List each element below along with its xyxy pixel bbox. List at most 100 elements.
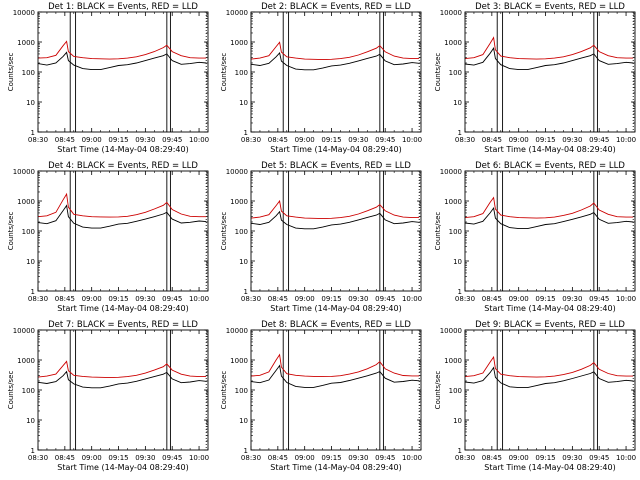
- y-axis-label: Counts/sec: [220, 371, 228, 410]
- series-lld-line: [464, 36, 634, 60]
- x-tick-label: 09:45: [589, 454, 609, 462]
- y-tick-label: 1: [244, 447, 248, 455]
- x-tick-label: 10:00: [402, 454, 422, 462]
- x-tick-label: 09:45: [162, 295, 182, 303]
- x-tick-label: 09:45: [375, 136, 395, 144]
- x-tick-label: 09:00: [295, 136, 315, 144]
- x-tick-label: 09:45: [375, 295, 395, 303]
- chart-title: Det 3: BLACK = Events, RED = LLD: [475, 2, 625, 12]
- y-tick-label: 10: [453, 417, 462, 425]
- y-tick-label: 10: [26, 258, 35, 266]
- y-tick-label: 10: [453, 258, 462, 266]
- y-tick-label: 100: [235, 69, 248, 77]
- x-tick-label: 09:00: [509, 454, 529, 462]
- series-events-line: [37, 204, 207, 229]
- y-tick-label: 100: [449, 69, 462, 77]
- chart-title: Det 5: BLACK = Events, RED = LLD: [261, 161, 411, 171]
- x-tick-label: 08:45: [268, 454, 288, 462]
- x-tick-label: 08:45: [268, 136, 288, 144]
- panel-det-6: Det 6: BLACK = Events, RED = LLD 1 10 100 10…: [434, 161, 636, 313]
- x-axis-label: Start Time (14-May-04 08:29:40): [484, 304, 615, 313]
- x-tick-label: 09:45: [589, 295, 609, 303]
- panel-det-1: Det 1: BLACK = Events, RED = LLD 1 10 100 10…: [7, 2, 209, 154]
- chart-title: Det 2: BLACK = Events, RED = LLD: [261, 2, 411, 12]
- x-axis-label: Start Time (14-May-04 08:29:40): [57, 304, 188, 313]
- y-tick-label: 1: [31, 288, 35, 296]
- x-axis-label: Start Time (14-May-04 08:29:40): [484, 145, 615, 154]
- y-tick-label: 10000: [13, 168, 35, 176]
- y-axis-label: Counts/sec: [220, 212, 228, 251]
- x-tick-label: 08:30: [241, 454, 261, 462]
- y-tick-label: 1000: [444, 357, 462, 365]
- x-tick-label: 08:30: [455, 295, 475, 303]
- panel-det-7: Det 7: BLACK = Events, RED = LLD 1 10 100 10…: [7, 320, 209, 472]
- x-tick-label: 08:45: [55, 454, 75, 462]
- x-tick-label: 08:45: [482, 295, 502, 303]
- y-tick-label: 10000: [226, 168, 248, 176]
- x-tick-label: 10:00: [616, 295, 636, 303]
- y-tick-label: 1000: [17, 357, 35, 365]
- plot-frame: [37, 329, 209, 451]
- x-tick-label: 09:00: [509, 295, 529, 303]
- x-tick-label: 09:15: [321, 136, 341, 144]
- x-axis-label: Start Time (14-May-04 08:29:40): [270, 463, 401, 472]
- x-tick-label: 09:15: [108, 295, 128, 303]
- panel-det-4: Det 4: BLACK = Events, RED = LLD 1 10 100 10…: [7, 161, 209, 313]
- x-tick-label: 09:30: [562, 295, 582, 303]
- x-tick-label: 08:30: [241, 295, 261, 303]
- y-tick-label: 100: [235, 387, 248, 395]
- x-tick-label: 09:15: [108, 136, 128, 144]
- series-lld-line: [464, 196, 634, 219]
- plot-frame: [464, 11, 636, 133]
- y-tick-label: 10: [453, 99, 462, 107]
- y-tick-label: 1000: [17, 39, 35, 47]
- chart-title: Det 4: BLACK = Events, RED = LLD: [48, 161, 198, 171]
- x-axis-label: Start Time (14-May-04 08:29:40): [270, 304, 401, 313]
- series-events-line: [250, 52, 420, 71]
- y-tick-label: 100: [22, 387, 35, 395]
- y-tick-label: 10000: [226, 9, 248, 17]
- y-tick-label: 100: [235, 228, 248, 236]
- y-tick-label: 10: [26, 417, 35, 425]
- y-tick-label: 10: [26, 99, 35, 107]
- series-events-line: [464, 206, 634, 230]
- y-tick-label: 100: [22, 228, 35, 236]
- x-tick-label: 09:15: [108, 454, 128, 462]
- chart-title: Det 8: BLACK = Events, RED = LLD: [261, 320, 411, 330]
- x-tick-label: 08:30: [28, 454, 48, 462]
- x-tick-label: 09:00: [509, 136, 529, 144]
- y-tick-label: 10000: [13, 9, 35, 17]
- x-tick-label: 10:00: [402, 136, 422, 144]
- series-events-line: [37, 51, 207, 71]
- x-tick-label: 10:00: [189, 454, 209, 462]
- x-tick-label: 09:30: [135, 295, 155, 303]
- y-tick-label: 100: [449, 387, 462, 395]
- y-tick-label: 100: [22, 69, 35, 77]
- y-axis-label: Counts/sec: [7, 371, 15, 410]
- y-tick-label: 1000: [230, 39, 248, 47]
- x-tick-label: 10:00: [189, 295, 209, 303]
- x-tick-label: 08:45: [55, 295, 75, 303]
- chart-title: Det 9: BLACK = Events, RED = LLD: [475, 320, 625, 330]
- panel-det-8: Det 8: BLACK = Events, RED = LLD 1 10 100 10…: [220, 320, 422, 472]
- panel-det-5: Det 5: BLACK = Events, RED = LLD 1 10 100 10…: [220, 161, 422, 313]
- x-tick-label: 09:30: [348, 454, 368, 462]
- y-axis-label: Counts/sec: [7, 53, 15, 92]
- series-lld-line: [250, 353, 420, 378]
- y-axis-label: Counts/sec: [434, 53, 442, 92]
- y-tick-label: 10000: [226, 327, 248, 335]
- x-tick-label: 10:00: [616, 454, 636, 462]
- plot-frame: [464, 329, 636, 451]
- x-tick-label: 08:30: [241, 136, 261, 144]
- series-events-line: [37, 370, 207, 389]
- x-tick-label: 09:45: [162, 136, 182, 144]
- series-events-line: [250, 210, 420, 230]
- y-tick-label: 1000: [444, 198, 462, 206]
- y-tick-label: 1: [244, 288, 248, 296]
- x-tick-label: 08:45: [268, 295, 288, 303]
- x-tick-label: 09:30: [348, 295, 368, 303]
- x-axis-label: Start Time (14-May-04 08:29:40): [57, 145, 188, 154]
- y-tick-label: 1: [244, 129, 248, 137]
- chart-title: Det 1: BLACK = Events, RED = LLD: [48, 2, 198, 12]
